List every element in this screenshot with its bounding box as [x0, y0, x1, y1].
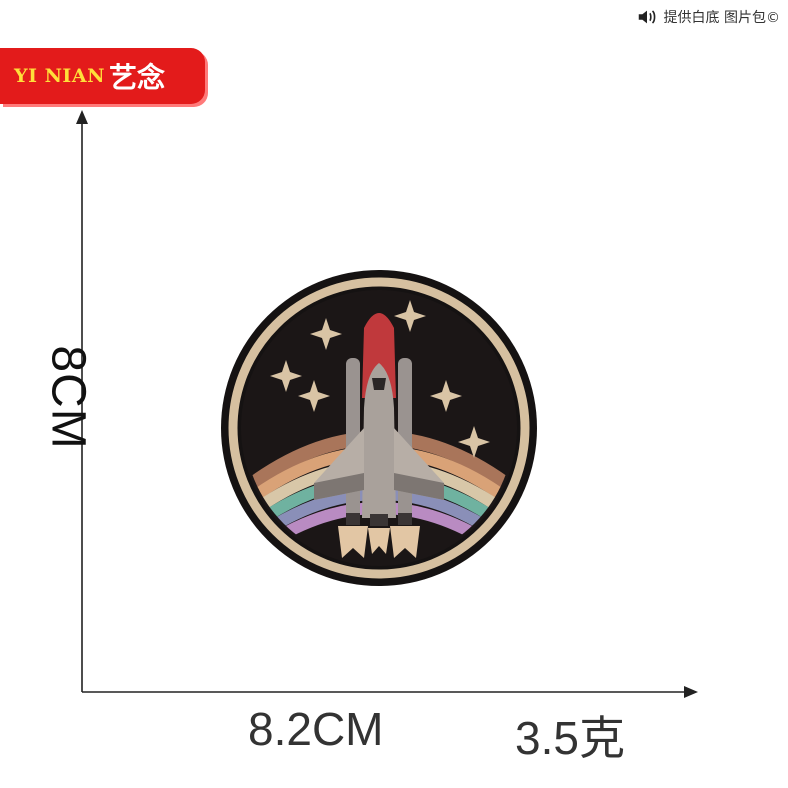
vertical-arrow-head [76, 110, 88, 124]
width-label: 8.2CM [248, 703, 384, 755]
brand-logo: YI NIAN 艺念 [0, 48, 205, 104]
speaker-icon [638, 10, 655, 24]
rocket-patch-image [221, 270, 537, 586]
brand-latin: YI NIAN [14, 65, 105, 87]
horizontal-arrow-head [684, 686, 698, 698]
notice-text: 提供白底 图片包© [663, 10, 780, 26]
space-shuttle [314, 313, 444, 558]
patch-ring [228, 277, 530, 579]
white-background-notice[interactable]: 提供白底 图片包© [636, 6, 780, 28]
stars [270, 300, 490, 458]
top-bar: 提供白底 图片包© [0, 0, 788, 36]
weight-label: 3.5克 [515, 712, 625, 764]
height-label: 8CM [41, 345, 95, 450]
brand-chinese: 艺念 [108, 61, 165, 94]
